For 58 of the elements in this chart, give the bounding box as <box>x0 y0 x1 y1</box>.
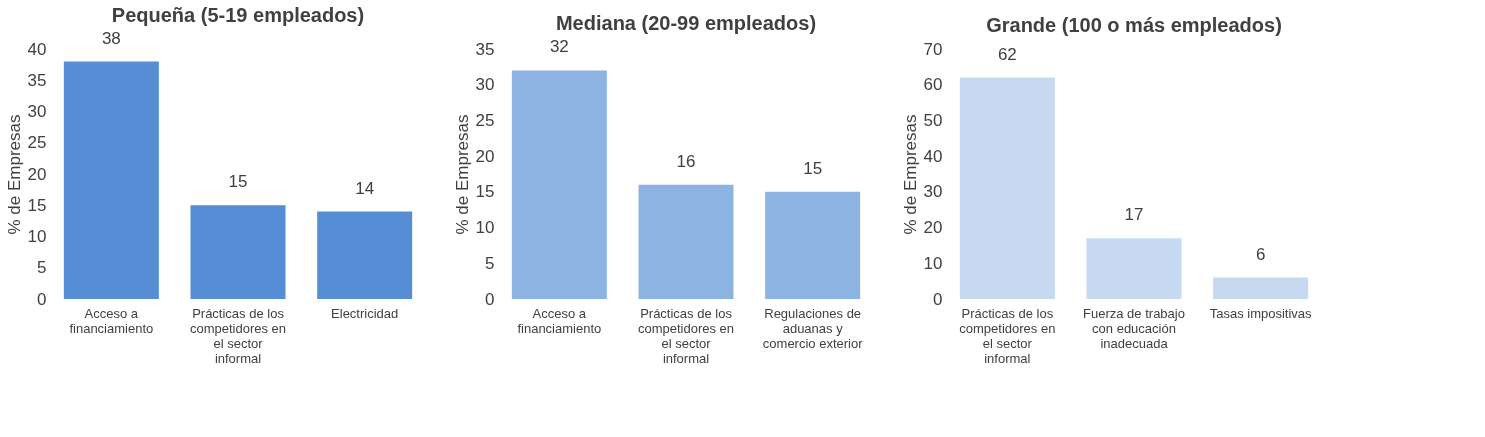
chart-title: Grande (100 o más empleados) <box>986 14 1282 36</box>
chart-title: Mediana (20-99 empleados) <box>555 12 817 35</box>
x-tick-label: Prácticas de los competidores en el sector informal <box>189 305 287 366</box>
x-tick-label: Acceso a financiamiento <box>69 305 154 336</box>
bar <box>511 70 607 299</box>
y-tick-label: 35 <box>475 39 495 59</box>
bar <box>1086 238 1182 299</box>
y-tick-label: 70 <box>923 39 943 59</box>
y-axis-title: % de Empresas <box>900 114 920 235</box>
x-tick-label: Acceso a financiamiento <box>517 305 602 336</box>
y-tick-label: 10 <box>475 218 495 238</box>
y-tick-label: 25 <box>475 110 495 130</box>
y-tick-label: 30 <box>923 182 943 202</box>
y-tick-label: 0 <box>37 289 47 309</box>
y-tick-label: 15 <box>475 182 495 202</box>
bar <box>190 205 286 299</box>
y-tick-label: 20 <box>27 164 47 184</box>
y-tick-label: 0 <box>933 289 943 309</box>
y-tick-label: 20 <box>923 218 943 238</box>
x-tick-label: Prácticas de los competidores en el sector informal <box>959 305 1056 366</box>
y-tick-label: 30 <box>475 75 495 95</box>
data-label: 62 <box>997 44 1017 64</box>
data-label: 17 <box>1124 205 1144 225</box>
bar <box>638 184 734 299</box>
chart-title: Pequeña (5-19 empleados) <box>111 3 365 26</box>
data-label: 15 <box>803 158 823 178</box>
y-tick-label: 20 <box>475 146 495 166</box>
x-tick-label: Regulaciones de aduanas y comercio exterior <box>762 305 864 351</box>
y-tick-label: 40 <box>27 39 47 59</box>
bar <box>63 61 159 299</box>
y-tick-label: 60 <box>923 75 943 95</box>
bar <box>765 191 861 299</box>
y-tick-label: 35 <box>27 70 47 90</box>
y-axis-title: % de Empresas <box>4 114 24 235</box>
y-tick-label: 10 <box>27 227 47 246</box>
data-label: 14 <box>355 178 375 198</box>
x-tick-label: Prácticas de los competidores en el sector informal <box>637 305 735 366</box>
data-label: 6 <box>1255 244 1266 264</box>
x-tick-label: Electricidad <box>331 305 399 321</box>
y-tick-label: 15 <box>27 195 47 215</box>
bar <box>959 77 1055 299</box>
y-tick-label: 40 <box>923 146 943 166</box>
data-label: 38 <box>101 28 121 48</box>
y-tick-label: 50 <box>923 110 943 130</box>
bar <box>1213 277 1309 299</box>
y-tick-label: 5 <box>37 258 47 278</box>
data-label: 16 <box>676 151 696 171</box>
y-tick-label: 0 <box>485 289 495 309</box>
y-tick-label: 30 <box>27 102 47 121</box>
y-tick-label: 5 <box>485 253 495 273</box>
x-tick-label: Tasas impositivas <box>1209 305 1313 321</box>
data-label: 15 <box>228 172 248 192</box>
y-axis-title: % de Empresas <box>452 114 472 235</box>
bar <box>317 211 413 299</box>
y-tick-label: 25 <box>27 133 47 153</box>
x-tick-label: Fuerza de trabajo con educación inadecuada <box>1083 305 1185 351</box>
data-label: 32 <box>549 37 569 57</box>
y-tick-label: 10 <box>923 253 943 273</box>
